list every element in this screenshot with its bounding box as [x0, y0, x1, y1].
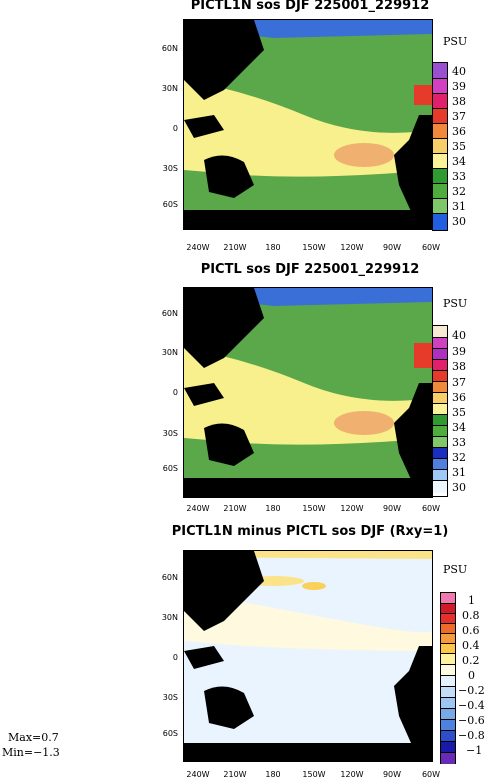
panel-3-cbar-label-7: −0.4 [458, 699, 485, 712]
panel-1-cbar-label-10: 30 [452, 215, 466, 228]
panel-2-cbar-label-6: 34 [452, 421, 466, 434]
panel-3-cbar-label-8: −0.6 [458, 714, 485, 727]
lon-label-180: 180 [265, 504, 281, 513]
lat-label-eq: 0 [172, 653, 178, 662]
lat-label-60n: 60N [161, 573, 178, 582]
panel-2-cbar-label-10: 30 [452, 481, 466, 494]
lon-label-150w: 150W [302, 770, 326, 779]
lat-label-30n: 30N [161, 613, 178, 622]
panel-1-cbar-label-7: 33 [452, 170, 466, 183]
panel-2-cbar-label-9: 31 [452, 466, 466, 479]
lon-label-240w: 240W [186, 770, 210, 779]
panel-3-cbar-label-0: 1 [468, 594, 475, 607]
lat-label-30s: 30S [162, 693, 178, 702]
panel-3-title: PICTL1N minus PICTL sos DJF (Rxy=1) [171, 524, 449, 539]
panel-3-cbar-label-2: 0.6 [462, 624, 480, 637]
panel-1-cbar-label-8: 32 [452, 185, 466, 198]
panel-1-cbar-label-2: 38 [452, 95, 466, 108]
panel-1-cbar-label-5: 35 [452, 140, 466, 153]
lon-label-120w: 120W [340, 243, 364, 252]
panel-3-unit: PSU [443, 563, 468, 576]
panel-3-cbar-label-4: 0.2 [462, 654, 480, 667]
panel-2-colorbar [432, 325, 448, 497]
panel-1-map [183, 19, 433, 230]
panel-3: PICTL1N minus PICTL sos DJF (Rxy=1) 60N … [0, 520, 493, 782]
panel-2-map [183, 287, 433, 498]
panel-1-cbar-label-9: 31 [452, 200, 466, 213]
panel-1-cbar-label-4: 36 [452, 125, 466, 138]
panel-3-cbar-label-6: −0.2 [458, 684, 485, 697]
lon-label-210w: 210W [223, 770, 247, 779]
panel-3-cbar-label-1: 0.8 [462, 609, 480, 622]
panel-2-cbar-label-5: 35 [452, 406, 466, 419]
lon-label-90w: 90W [382, 504, 402, 513]
panel-2-unit: PSU [443, 297, 468, 310]
panel-3-cbar-label-10: −1 [466, 744, 483, 757]
stat-min: Min=−1.3 [2, 746, 60, 759]
lat-label-60s: 60S [162, 729, 178, 738]
panel-1-cbar-label-6: 34 [452, 155, 466, 168]
panel-2-cbar-label-1: 39 [452, 345, 466, 358]
panel-3-colorbar [440, 592, 456, 764]
lon-label-180: 180 [265, 770, 281, 779]
lat-label-60s: 60S [162, 464, 178, 473]
lon-label-90w: 90W [382, 770, 402, 779]
panel-2-title: PICTL sos DJF 225001_229912 [200, 262, 420, 277]
panel-1-colorbar [432, 62, 448, 231]
lon-label-150w: 150W [302, 243, 326, 252]
panel-2-cbar-label-2: 38 [452, 360, 466, 373]
lon-label-60w: 60W [421, 243, 441, 252]
panel-3-cbar-label-3: 0.4 [462, 639, 480, 652]
panel-2-cbar-label-7: 33 [452, 436, 466, 449]
lat-label-60n: 60N [161, 44, 178, 53]
lon-label-120w: 120W [340, 504, 364, 513]
panel-1-title: PICTL1N sos DJF 225001_229912 [190, 0, 430, 13]
lat-label-30s: 30S [162, 164, 178, 173]
lon-label-90w: 90W [382, 243, 402, 252]
lon-label-180: 180 [265, 243, 281, 252]
lon-label-150w: 150W [302, 504, 326, 513]
lat-label-60n: 60N [161, 309, 178, 318]
lon-label-240w: 240W [186, 243, 210, 252]
lon-label-210w: 210W [223, 504, 247, 513]
lat-label-30n: 30N [161, 84, 178, 93]
lat-label-eq: 0 [172, 388, 178, 397]
panel-2-cbar-label-8: 32 [452, 451, 466, 464]
stat-max: Max=0.7 [8, 731, 59, 744]
panel-1-cbar-label-0: 40 [452, 65, 466, 78]
panel-3-map [183, 550, 433, 762]
lat-label-30s: 30S [162, 429, 178, 438]
lon-label-60w: 60W [421, 770, 441, 779]
panel-2-cbar-label-0: 40 [452, 329, 466, 342]
panel-2: PICTL sos DJF 225001_229912 60N 30N 0 30… [0, 260, 493, 520]
panel-1-cbar-label-1: 39 [452, 80, 466, 93]
lon-label-120w: 120W [340, 770, 364, 779]
lon-label-240w: 240W [186, 504, 210, 513]
lon-label-210w: 210W [223, 243, 247, 252]
panel-2-cbar-label-3: 37 [452, 376, 466, 389]
panel-1-unit: PSU [443, 35, 468, 48]
panel-3-cbar-label-5: 0 [468, 669, 475, 682]
lat-label-30n: 30N [161, 348, 178, 357]
lon-label-60w: 60W [421, 504, 441, 513]
panel-2-cbar-label-4: 36 [452, 391, 466, 404]
panel-3-cbar-label-9: −0.8 [458, 729, 485, 742]
lat-label-60s: 60S [162, 200, 178, 209]
lat-label-eq: 0 [172, 124, 178, 133]
panel-1-cbar-label-3: 37 [452, 110, 466, 123]
panel-1: PICTL1N sos DJF 225001_229912 60N 30N 0 … [0, 0, 493, 260]
